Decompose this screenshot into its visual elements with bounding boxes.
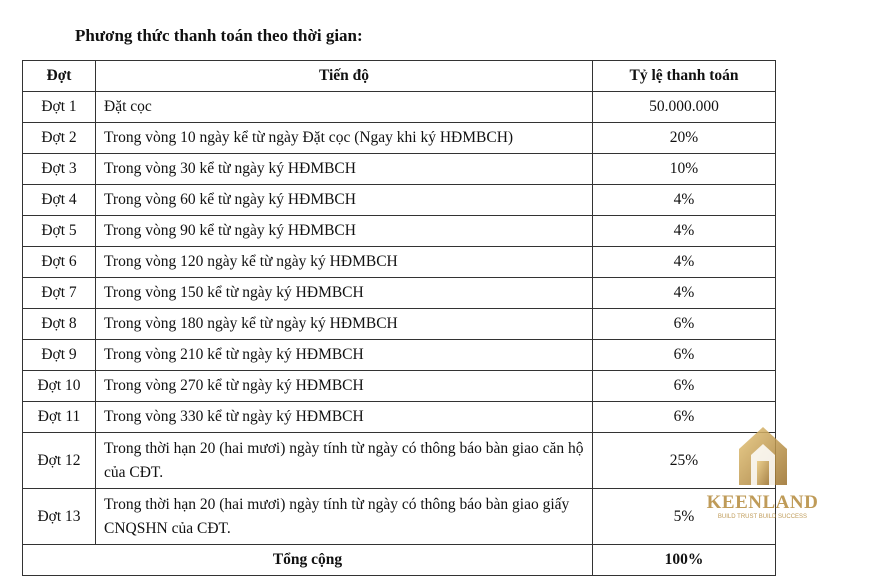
tagline: BUILD TRUST BUILD SUCCESS — [717, 514, 808, 520]
table-row: Đợt 4 Trong vòng 60 kể từ ngày ký HĐMBCH 4… — [22, 184, 776, 216]
table-row: Đợt 10 Trong vòng 270 kể từ ngày ký HĐMBC… — [22, 370, 776, 402]
table-cell: 4% — [592, 277, 776, 309]
total-row: Tổng cộng 100% — [22, 544, 776, 576]
brand: KEENLAND — [706, 492, 819, 513]
table-cell: Trong vòng 330 kể từ ngày ký HĐMBCH — [95, 401, 593, 433]
table-cell: Đợt 12 — [22, 432, 96, 489]
table-cell: Đợt 11 — [22, 401, 96, 433]
table-row: Đợt 1 Đặt cọc 50.000.000 — [22, 91, 776, 123]
table-row: Đợt 9 Trong vòng 210 kể từ ngày ký HĐMBCH… — [22, 339, 776, 371]
table-cell: Trong vòng 10 ngày kể từ ngày Đặt cọc (N… — [95, 122, 593, 154]
table-cell: 20% — [592, 122, 776, 154]
table-row: Đợt 13 Trong thời hạn 20 (hai mươi) ngày … — [22, 488, 776, 545]
table-cell: 4% — [592, 215, 776, 247]
table-cell: Đợt 6 — [22, 246, 96, 278]
table-cell: 6% — [592, 339, 776, 371]
table-cell: Trong vòng 150 kể từ ngày ký HĐMBCH — [95, 277, 593, 309]
logo-icon — [738, 427, 787, 485]
table-cell: 10% — [592, 153, 776, 185]
payment-table: Đợt Tiến độ Tỷ lệ thanh toán Đợt 1 Đặt cọc 5… — [22, 60, 776, 576]
table-cell: Đợt 4 — [22, 184, 96, 216]
table-cell: 4% — [592, 246, 776, 278]
table-cell: Trong vòng 120 ngày kể từ ngày ký HĐMBCH — [95, 246, 593, 278]
table-cell: 6% — [592, 370, 776, 402]
table-cell: Đặt cọc — [95, 91, 593, 123]
table-cell: Đợt 10 — [22, 370, 96, 402]
table-cell: Trong thời hạn 20 (hai mươi) ngày tính t… — [95, 488, 593, 545]
header-cell: Tỷ lệ thanh toán — [592, 60, 776, 92]
table-row: Đợt 12 Trong thời hạn 20 (hai mươi) ngày … — [22, 432, 776, 489]
title: Phương thức thanh toán theo thời gian: — [75, 26, 363, 45]
table-cell: Đợt 7 — [22, 277, 96, 309]
header-cell: Đợt — [22, 60, 96, 92]
total-value: 100% — [592, 544, 776, 576]
table-cell: 6% — [592, 401, 776, 433]
table-cell: Trong vòng 270 kể từ ngày ký HĐMBCH — [95, 370, 593, 402]
table-row: Đợt 8 Trong vòng 180 ngày kể từ ngày ký H… — [22, 308, 776, 340]
table-cell: 50.000.000 — [592, 91, 776, 123]
table-cell: 6% — [592, 308, 776, 340]
table-cell: Trong thời hạn 20 (hai mươi) ngày tính t… — [95, 432, 593, 489]
table-cell: Đợt 1 — [22, 91, 96, 123]
table-cell: Trong vòng 180 ngày kể từ ngày ký HĐMBCH — [95, 308, 593, 340]
table-cell: Đợt 9 — [22, 339, 96, 371]
table-row: Đợt 11 Trong vòng 330 kể từ ngày ký HĐMBC… — [22, 401, 776, 433]
table-cell: Trong vòng 30 kể từ ngày ký HĐMBCH — [95, 153, 593, 185]
header-row: Đợt Tiến độ Tỷ lệ thanh toán — [22, 60, 776, 92]
table-cell: Đợt 2 — [22, 122, 96, 154]
table-row: Đợt 2 Trong vòng 10 ngày kể từ ngày Đặt c… — [22, 122, 776, 154]
header-cell: Tiến độ — [95, 60, 593, 92]
table-row: Đợt 5 Trong vòng 90 kể từ ngày ký HĐMBCH 4… — [22, 215, 776, 247]
table-cell: Trong vòng 210 kể từ ngày ký HĐMBCH — [95, 339, 593, 371]
table-row: Đợt 6 Trong vòng 120 ngày kể từ ngày ký H… — [22, 246, 776, 278]
table-cell: Đợt 8 — [22, 308, 96, 340]
table-cell: Đợt 13 — [22, 488, 96, 545]
table-cell: Trong vòng 90 kể từ ngày ký HĐMBCH — [95, 215, 593, 247]
watermark: KEENLAND BUILD TRUST BUILD SUCCESS — [700, 425, 825, 520]
table-cell: Đợt 5 — [22, 215, 96, 247]
table-cell: 4% — [592, 184, 776, 216]
total-label: Tổng cộng — [22, 544, 593, 576]
table-row: Đợt 7 Trong vòng 150 kể từ ngày ký HĐMBCH… — [22, 277, 776, 309]
table-row: Đợt 3 Trong vòng 30 kể từ ngày ký HĐMBCH 1… — [22, 153, 776, 185]
table-cell: Trong vòng 60 kể từ ngày ký HĐMBCH — [95, 184, 593, 216]
table-cell: Đợt 3 — [22, 153, 96, 185]
